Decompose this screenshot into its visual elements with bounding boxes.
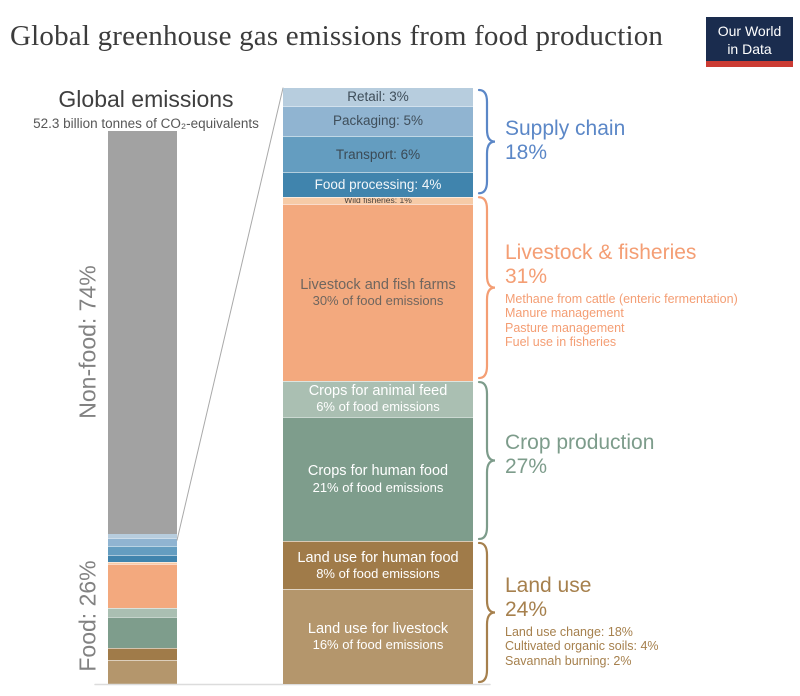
brace-supply xyxy=(477,88,496,195)
segment-sublabel: 30% of food emissions xyxy=(312,292,444,308)
mini-segment-retail xyxy=(108,533,177,538)
group-label-livestock-fisheries: Livestock & fisheries 31% Methane from c… xyxy=(505,241,738,350)
segment-sublabel: 21% of food emissions xyxy=(312,479,444,495)
group-subitem: Methane from cattle (enteric fermentatio… xyxy=(505,292,738,307)
mini-segment-livestock-farms xyxy=(108,564,177,608)
group-percent: 27% xyxy=(505,454,548,478)
group-percent: 31% xyxy=(505,264,548,288)
brace-land xyxy=(477,541,496,684)
left-chart-heading: Global emissions 52.3 billion tonnes of … xyxy=(5,86,287,131)
segment-transport: Transport: 6% xyxy=(283,135,473,173)
segment-land-human: Land use for human food 8% of food emissi… xyxy=(283,541,473,590)
segment-label: Wild fisheries: 1% xyxy=(344,196,412,204)
owid-logo: Our World in Data xyxy=(706,17,793,67)
group-subitem: Manure management xyxy=(505,306,624,321)
group-percent: 18% xyxy=(505,140,548,164)
mini-segment-food-processing xyxy=(108,555,177,563)
segment-sublabel: 16% of food emissions xyxy=(312,637,444,653)
mini-segment-crops-human xyxy=(108,617,177,649)
connector-line xyxy=(176,87,284,541)
global-emissions-bar xyxy=(108,131,177,685)
segment-sublabel: 6% of food emissions xyxy=(316,399,440,415)
group-name: Crop production xyxy=(505,431,655,454)
segment-wild-fisheries: Wild fisheries: 1% xyxy=(283,196,473,204)
group-subitem: Savannah burning: 2% xyxy=(505,653,632,668)
group-subitem: Land use change: 18% xyxy=(505,625,633,640)
segment-label: Land use for livestock xyxy=(307,621,449,637)
global-emissions-title: Global emissions xyxy=(58,86,234,112)
group-subitems: Land use change: 18% Cultivated organic s… xyxy=(505,625,659,668)
group-subitem: Fuel use in fisheries xyxy=(505,335,617,350)
owid-logo-line1: Our World xyxy=(717,23,782,39)
group-subitem: Cultivated organic soils: 4% xyxy=(505,639,659,654)
segment-crops-human: Crops for human food 21% of food emission… xyxy=(283,416,473,542)
segment-label: Land use for human food xyxy=(297,549,459,566)
brace-livestock xyxy=(477,196,496,380)
segment-packaging: Packaging: 5% xyxy=(283,105,473,136)
food-emissions-bar: Retail: 3% Packaging: 5% Transport: 6% Food… xyxy=(283,88,473,684)
segment-retail: Retail: 3% xyxy=(283,88,473,106)
group-name: Supply chain xyxy=(505,117,626,140)
mini-segment-wild-fisheries xyxy=(108,562,177,565)
segment-label: Crops for animal feed xyxy=(308,383,448,400)
group-name: Livestock & fisheries xyxy=(505,241,697,264)
segment-label: Food processing: 4% xyxy=(314,176,442,192)
segment-non-food xyxy=(108,131,177,534)
segment-label: Livestock and fish farms xyxy=(300,276,456,293)
group-name: Land use xyxy=(505,574,592,597)
segment-label: Crops for human food xyxy=(307,463,449,480)
segment-livestock-farms: Livestock and fish farms 30% of food emis… xyxy=(283,203,473,381)
mini-segment-packaging xyxy=(108,537,177,546)
mini-segment-land-human xyxy=(108,648,177,661)
page-title: Global greenhouse gas emissions from foo… xyxy=(10,20,664,52)
group-label-supply-chain: Supply chain 18% xyxy=(505,117,625,168)
segment-label: Packaging: 5% xyxy=(332,113,424,129)
brace-crop xyxy=(477,380,496,541)
segment-sublabel: 8% of food emissions xyxy=(316,565,440,581)
non-food-axis-label: Non-food: 74% xyxy=(74,265,101,419)
segment-land-livestock: Land use for livestock 16% of food emissi… xyxy=(283,589,473,684)
segment-label: Transport: 6% xyxy=(335,146,421,162)
group-subitem: Pasture management xyxy=(505,320,625,335)
owid-logo-line2: in Data xyxy=(727,41,772,58)
mini-segment-transport xyxy=(108,545,177,556)
group-percent: 24% xyxy=(505,597,548,621)
segment-crops-feed: Crops for animal feed 6% of food emission… xyxy=(283,380,473,417)
segment-food-processing: Food processing: 4% xyxy=(283,172,473,197)
mini-segment-crops-feed xyxy=(108,607,177,618)
group-label-land-use: Land use 24% Land use change: 18% Cultiva… xyxy=(505,574,659,668)
segment-label: Retail: 3% xyxy=(347,88,409,104)
mini-segment-land-livestock xyxy=(108,660,177,685)
global-emissions-subtitle: 52.3 billion tonnes of CO₂-equivalents xyxy=(33,116,259,131)
food-axis-label: Food: 26% xyxy=(74,560,101,672)
group-label-crop-production: Crop production 27% xyxy=(505,431,654,482)
group-subitems: Methane from cattle (enteric fermentatio… xyxy=(505,292,738,350)
